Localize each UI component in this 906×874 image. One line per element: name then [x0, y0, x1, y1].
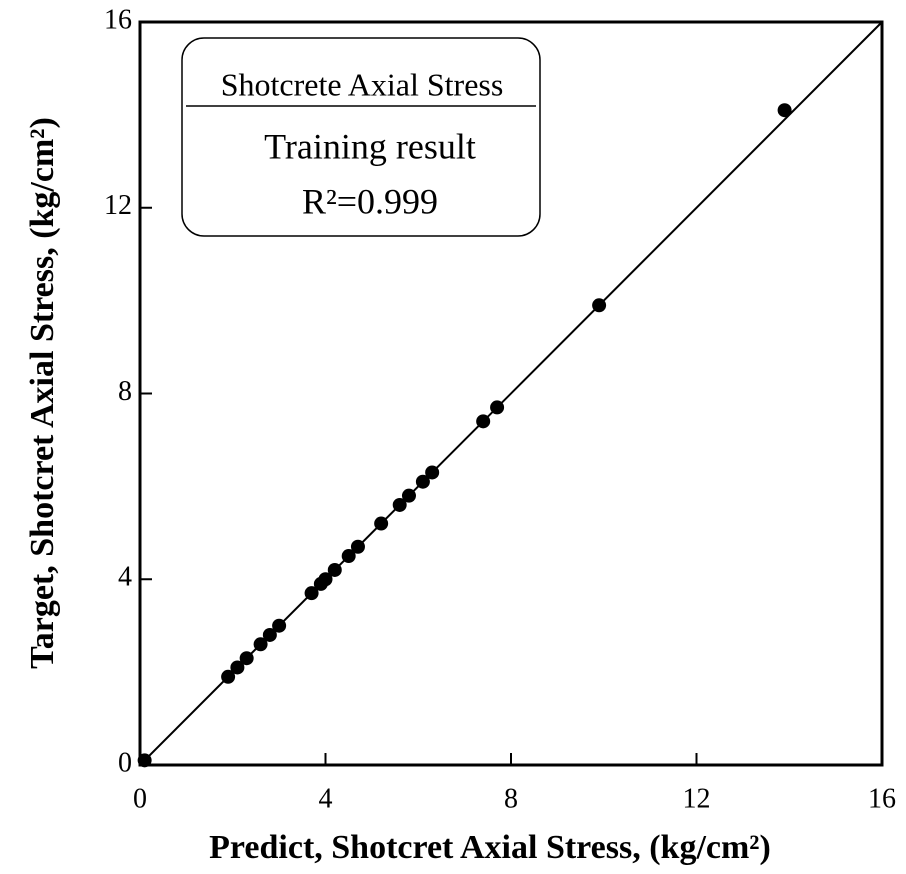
y-tick-label: 0	[118, 747, 132, 778]
point	[327, 562, 342, 577]
y-tick-label: 12	[104, 190, 132, 221]
point	[592, 298, 607, 313]
annotation-box	[181, 37, 541, 237]
x-tick-label: 12	[683, 783, 711, 814]
y-axis-label: Target, Shotcret Axial Stress, (kg/cm²)	[24, 117, 61, 669]
y-tick-label: 16	[104, 4, 132, 35]
x-tick-label: 0	[133, 783, 147, 814]
point	[392, 497, 407, 512]
y-tick-label: 8	[118, 376, 132, 407]
point	[137, 753, 152, 768]
point	[425, 465, 440, 480]
point	[777, 103, 792, 118]
x-tick-label: 4	[319, 783, 333, 814]
x-axis-label: Predict, Shotcret Axial Stress, (kg/cm²)	[209, 829, 771, 866]
point	[272, 618, 287, 633]
x-tick-label: 16	[868, 783, 896, 814]
annotation-text: R²=0.999	[302, 181, 438, 221]
point	[350, 539, 365, 554]
point	[253, 637, 268, 652]
annotation-title: Shotcrete Axial Stress	[221, 66, 504, 102]
point	[230, 660, 245, 675]
y-tick-label: 4	[118, 562, 132, 593]
point	[401, 488, 416, 503]
point	[415, 474, 430, 489]
point	[262, 627, 277, 642]
point	[341, 549, 356, 564]
point	[318, 572, 333, 587]
point	[374, 516, 389, 531]
point	[476, 414, 491, 429]
point	[221, 669, 236, 684]
point	[490, 400, 505, 415]
point	[304, 586, 319, 601]
annotation-text: Training result	[264, 126, 476, 166]
point	[239, 651, 254, 666]
x-tick-label: 8	[504, 783, 518, 814]
